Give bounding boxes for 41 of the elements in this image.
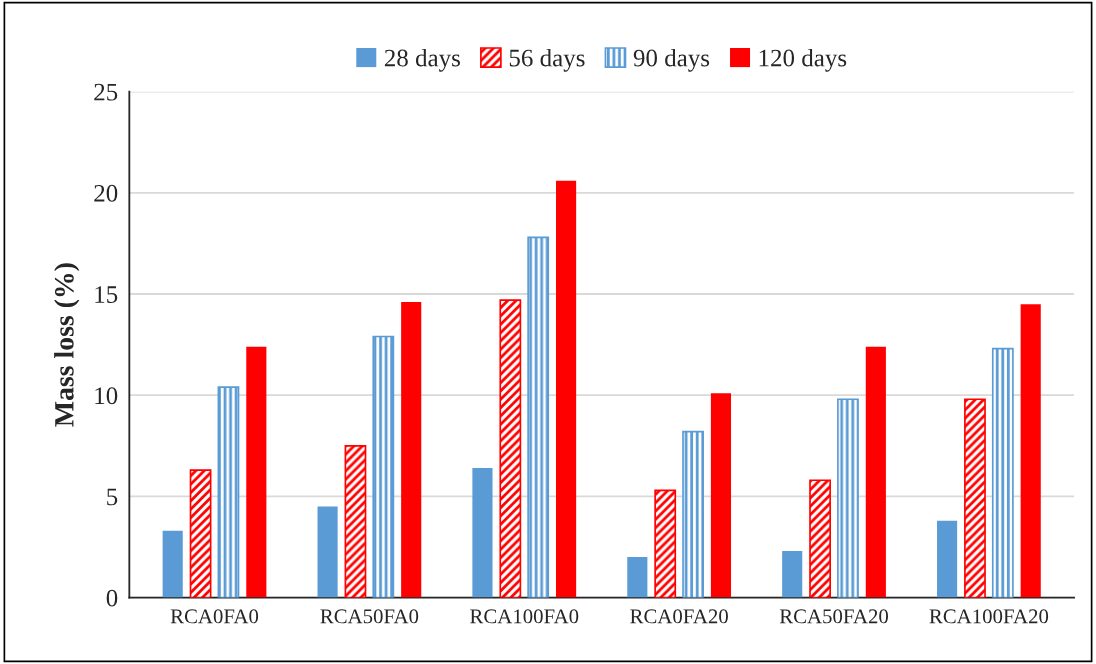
bar	[682, 430, 704, 598]
x-tick-label: RCA0FA0	[170, 609, 259, 624]
legend-label: 56 days	[509, 48, 585, 72]
x-tick-label: RCA50FA0	[320, 609, 419, 624]
bar	[964, 398, 986, 598]
bar	[344, 444, 367, 598]
bar	[499, 299, 522, 598]
bar	[837, 398, 859, 598]
bar	[627, 557, 648, 598]
legend-label: 90 days	[633, 48, 710, 72]
legend-label: 120 days	[759, 48, 847, 72]
bar	[937, 520, 958, 598]
y-axis-title: Mass loss (%)	[54, 263, 80, 427]
bar	[710, 393, 732, 598]
bar	[401, 302, 422, 598]
x-tick-label: RCA100FA0	[470, 609, 579, 624]
x-tick-label: RCA0FA20	[630, 609, 728, 624]
legend-label: 28 days	[384, 48, 460, 72]
bar	[217, 386, 240, 598]
y-tick-label: 10	[95, 387, 118, 405]
y-tick-label: 20	[94, 184, 118, 202]
bar	[189, 469, 212, 598]
bar	[1020, 304, 1041, 598]
bar	[865, 346, 886, 598]
bar	[782, 551, 803, 598]
bar	[527, 236, 550, 598]
y-tick-label: 15	[95, 286, 118, 303]
bar	[246, 346, 267, 598]
x-tick-label: RCA100FA20	[929, 609, 1049, 624]
bar	[654, 489, 677, 598]
bar	[809, 479, 831, 598]
y-tick-label: 25	[94, 83, 118, 101]
bar	[472, 468, 493, 598]
bar	[991, 347, 1014, 598]
y-tick-label: 5	[107, 488, 118, 506]
bar	[317, 506, 338, 598]
bar	[372, 335, 395, 598]
x-tick-label: RCA50FA20	[779, 609, 889, 624]
bar	[556, 180, 577, 598]
y-tick-label: 0	[106, 589, 118, 607]
bar	[162, 530, 183, 598]
